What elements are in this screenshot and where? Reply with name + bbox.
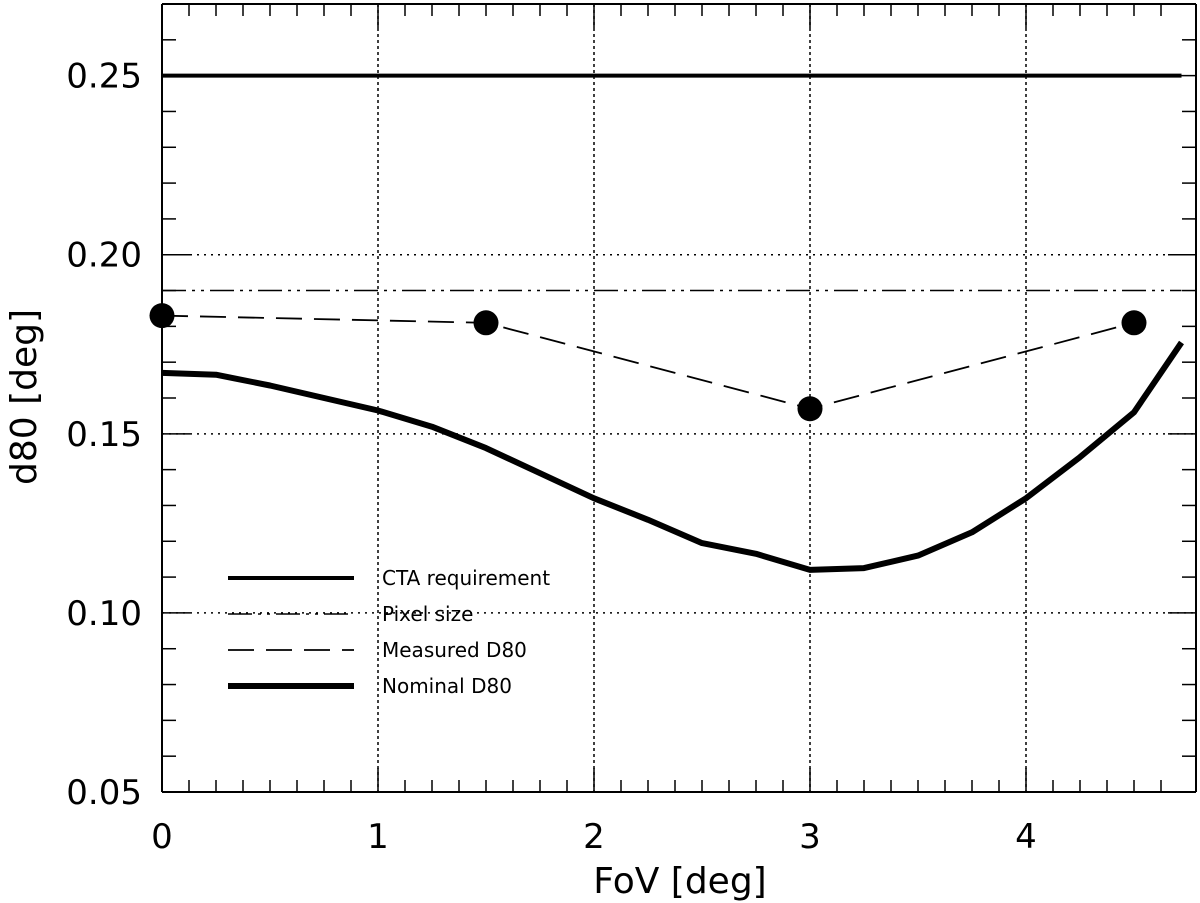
- legend-label: CTA requirement: [382, 566, 550, 590]
- data-point-measured-d80: [1121, 310, 1147, 336]
- y-tick-label: 0.05: [66, 773, 142, 813]
- x-tick-label: 4: [1015, 817, 1037, 857]
- tick-marks: [161, 3, 1196, 793]
- x-tick-label: 0: [151, 817, 173, 857]
- data-point-measured-d80: [473, 310, 499, 336]
- y-tick-label: 0.20: [66, 236, 142, 276]
- y-tick-label: 0.10: [66, 594, 142, 634]
- legend-label: Pixel size: [382, 602, 473, 626]
- y-axis-title: d80 [deg]: [4, 309, 45, 485]
- data-point-measured-d80: [797, 396, 823, 422]
- legend-label: Measured D80: [382, 638, 527, 662]
- series-line-nominal-d80: [161, 340, 1184, 573]
- x-tick-label: 2: [583, 817, 605, 857]
- x-axis-title: FoV [deg]: [593, 861, 766, 902]
- tick-labels: 0 1 2 3 4 0.05 0.10 0.15 0.20 0.25: [66, 57, 1037, 857]
- x-tick-label: 3: [799, 817, 821, 857]
- grid-lines: [162, 4, 1196, 792]
- x-tick-label: 1: [367, 817, 389, 857]
- legend-label: Nominal D80: [382, 674, 512, 698]
- legend: CTA requirement Pixel size Measured D80 Nom…: [228, 566, 550, 698]
- y-tick-label: 0.25: [66, 57, 142, 97]
- series-line-measured-d80: [161, 314, 1135, 410]
- plot-series: [149, 73, 1184, 573]
- y-tick-label: 0.15: [66, 415, 142, 455]
